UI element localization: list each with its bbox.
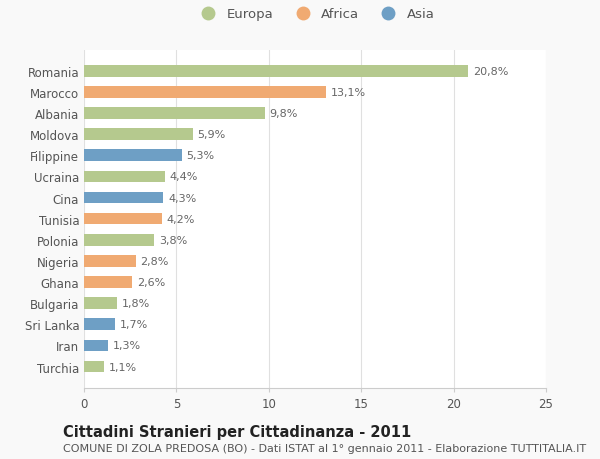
Bar [84,171,166,183]
Bar [84,256,136,267]
Text: 5,9%: 5,9% [197,130,226,140]
Bar [84,340,108,352]
Legend: Europa, Africa, Asia: Europa, Africa, Asia [190,3,440,27]
Bar [84,108,265,120]
Text: 2,8%: 2,8% [140,256,169,266]
Text: 4,4%: 4,4% [170,172,199,182]
Text: 1,1%: 1,1% [109,362,137,372]
Text: 9,8%: 9,8% [270,109,298,119]
Text: 1,8%: 1,8% [122,298,150,308]
Text: COMUNE DI ZOLA PREDOSA (BO) - Dati ISTAT al 1° gennaio 2011 - Elaborazione TUTTI: COMUNE DI ZOLA PREDOSA (BO) - Dati ISTAT… [63,443,586,453]
Bar [84,277,132,288]
Text: 1,7%: 1,7% [120,319,148,330]
Bar [84,235,154,246]
Bar [84,213,161,225]
Text: 4,3%: 4,3% [168,193,196,203]
Bar [84,319,115,330]
Bar [84,150,182,162]
Text: 1,3%: 1,3% [113,341,141,351]
Bar [84,129,193,140]
Bar [84,66,469,78]
Text: Cittadini Stranieri per Cittadinanza - 2011: Cittadini Stranieri per Cittadinanza - 2… [63,425,411,440]
Text: 5,3%: 5,3% [187,151,215,161]
Bar [84,192,163,204]
Text: 20,8%: 20,8% [473,67,508,77]
Bar [84,361,104,373]
Text: 2,6%: 2,6% [137,277,165,287]
Bar [84,87,326,99]
Text: 13,1%: 13,1% [331,88,366,98]
Text: 4,2%: 4,2% [166,214,194,224]
Text: 3,8%: 3,8% [159,235,187,245]
Bar [84,298,117,309]
